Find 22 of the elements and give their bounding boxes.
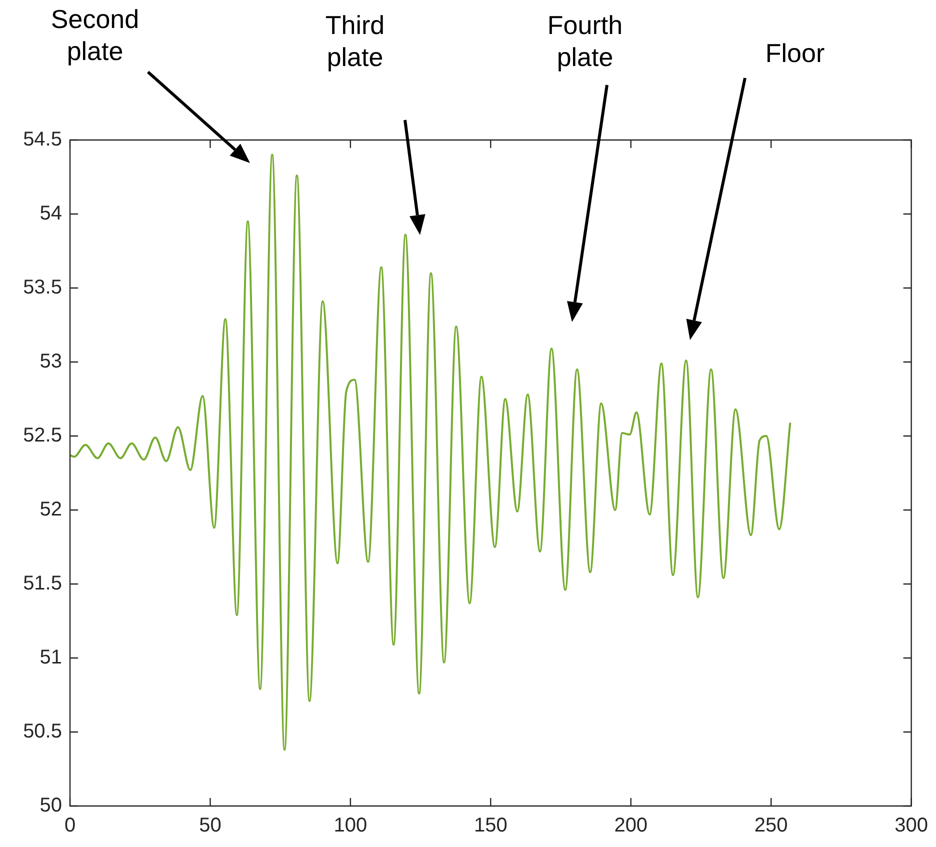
line-series bbox=[70, 154, 792, 751]
x-tick-label: 150 bbox=[474, 814, 508, 837]
x-tick-label: 100 bbox=[334, 814, 368, 837]
text: Third plate bbox=[325, 10, 385, 72]
y-tick-label: 51.5 bbox=[23, 572, 62, 595]
x-tick-label: 200 bbox=[614, 814, 648, 837]
y-tick-label: 50.5 bbox=[23, 720, 62, 743]
y-tick-label: 51 bbox=[40, 646, 62, 669]
y-tick-label: 53.5 bbox=[23, 276, 62, 299]
y-tick-label: 52 bbox=[40, 498, 62, 521]
y-tick-label: 54.5 bbox=[23, 128, 62, 151]
text: Second plate bbox=[50, 4, 140, 66]
y-tick-label: 52.5 bbox=[23, 424, 62, 447]
x-tick-label: 50 bbox=[199, 814, 222, 837]
x-tick-label: 300 bbox=[894, 814, 928, 837]
text: Floor bbox=[765, 38, 825, 68]
y-tick-label: 50 bbox=[40, 794, 62, 817]
x-tick-label: 250 bbox=[754, 814, 788, 837]
y-tick-label: 54 bbox=[40, 202, 62, 225]
x-tick-label: 0 bbox=[64, 814, 76, 837]
text: Fourth plate bbox=[547, 10, 623, 72]
y-tick-label: 53 bbox=[40, 350, 62, 373]
